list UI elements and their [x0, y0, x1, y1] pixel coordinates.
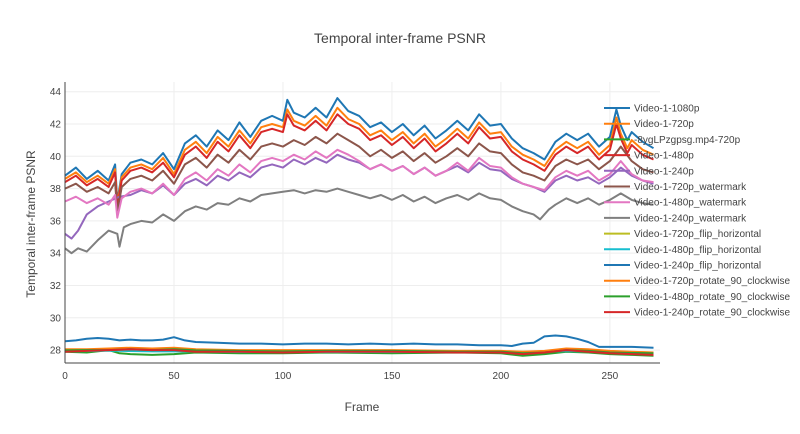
legend-label: Video-1-480p_rotate_90_clockwise [634, 292, 790, 303]
legend-label: Video-1-240p_flip_horizontal [634, 261, 761, 272]
legend-item[interactable]: Video-1-240p_watermark [604, 213, 747, 224]
series-line-6 [64, 132, 654, 214]
y-tick-label: 34 [50, 249, 62, 260]
y-tick-label: 28 [50, 346, 62, 357]
legend-label: Video-1-480p_flip_horizontal [634, 245, 761, 256]
legend-label: Video-1-240p [634, 166, 694, 177]
legend-label: Video-1-240p_watermark [634, 213, 747, 224]
x-tick-label: 150 [384, 371, 401, 382]
x-tick-label: 250 [602, 371, 619, 382]
legend-label: -8ygLPzgpsg.mp4-720p [634, 135, 741, 146]
x-axis-title: Frame [345, 400, 380, 414]
legend-item[interactable]: Video-1-720p [604, 119, 694, 130]
legend-item[interactable]: Video-1-1080p [604, 104, 700, 115]
x-tick-label: 0 [62, 371, 68, 382]
legend-label: Video-1-720p_flip_horizontal [634, 229, 761, 240]
legend-item[interactable]: Video-1-240p [604, 166, 694, 177]
x-tick-label: 100 [275, 371, 292, 382]
legend-item[interactable]: Video-1-720p_watermark [604, 182, 747, 193]
legend-label: Video-1-480p_watermark [634, 198, 747, 209]
legend-item[interactable]: Video-1-240p_flip_horizontal [604, 261, 761, 272]
legend-item[interactable]: Video-1-480p [604, 151, 694, 162]
series-line-8 [64, 187, 654, 255]
chart-title: Temporal inter-frame PSNR [314, 30, 486, 46]
x-tick-label: 200 [493, 371, 510, 382]
y-tick-label: 44 [50, 87, 62, 98]
series-line-1 [64, 97, 655, 203]
series-lines [64, 97, 655, 357]
series-line-11 [64, 334, 654, 349]
y-tick-label: 32 [50, 281, 62, 292]
legend-label: Video-1-240p_rotate_90_clockwise [634, 308, 790, 319]
y-tick-label: 42 [50, 119, 62, 130]
legend-label: Video-1-720p [634, 119, 694, 130]
y-tick-label: 40 [50, 152, 62, 163]
y-tick-label: 36 [50, 216, 62, 227]
legend-item[interactable]: Video-1-720p_flip_horizontal [604, 229, 761, 240]
legend-item[interactable]: -8ygLPzgpsg.mp4-720p [604, 135, 741, 146]
gridlines [65, 82, 660, 363]
series-line-2 [64, 106, 654, 206]
series-line-7 [64, 148, 654, 219]
legend-label: Video-1-720p_rotate_90_clockwise [634, 276, 790, 287]
legend-label: Video-1-720p_watermark [634, 182, 747, 193]
legend-label: Video-1-480p [634, 151, 694, 162]
y-tick-label: 38 [50, 184, 62, 195]
y-tick-labels: 28 30 32 34 36 38 40 42 44 [50, 87, 62, 356]
legend-item[interactable]: Video-1-240p_rotate_90_clockwise [604, 308, 790, 319]
legend-item[interactable]: Video-1-720p_rotate_90_clockwise [604, 276, 790, 287]
x-tick-label: 50 [168, 371, 180, 382]
x-tick-labels: 0 50 100 150 200 250 [62, 371, 618, 382]
legend: Video-1-1080p Video-1-720p -8ygLPzgpsg.mp4… [604, 104, 790, 319]
y-axis-title: Temporal inter-frame PSNR [24, 150, 38, 298]
series-line-4 [64, 113, 654, 209]
series-line-14 [64, 348, 654, 356]
legend-label: Video-1-1080p [634, 104, 700, 115]
legend-item[interactable]: Video-1-480p_flip_horizontal [604, 245, 761, 256]
legend-item[interactable]: Video-1-480p_rotate_90_clockwise [604, 292, 790, 303]
y-tick-label: 30 [50, 313, 62, 324]
legend-item[interactable]: Video-1-480p_watermark [604, 198, 747, 209]
